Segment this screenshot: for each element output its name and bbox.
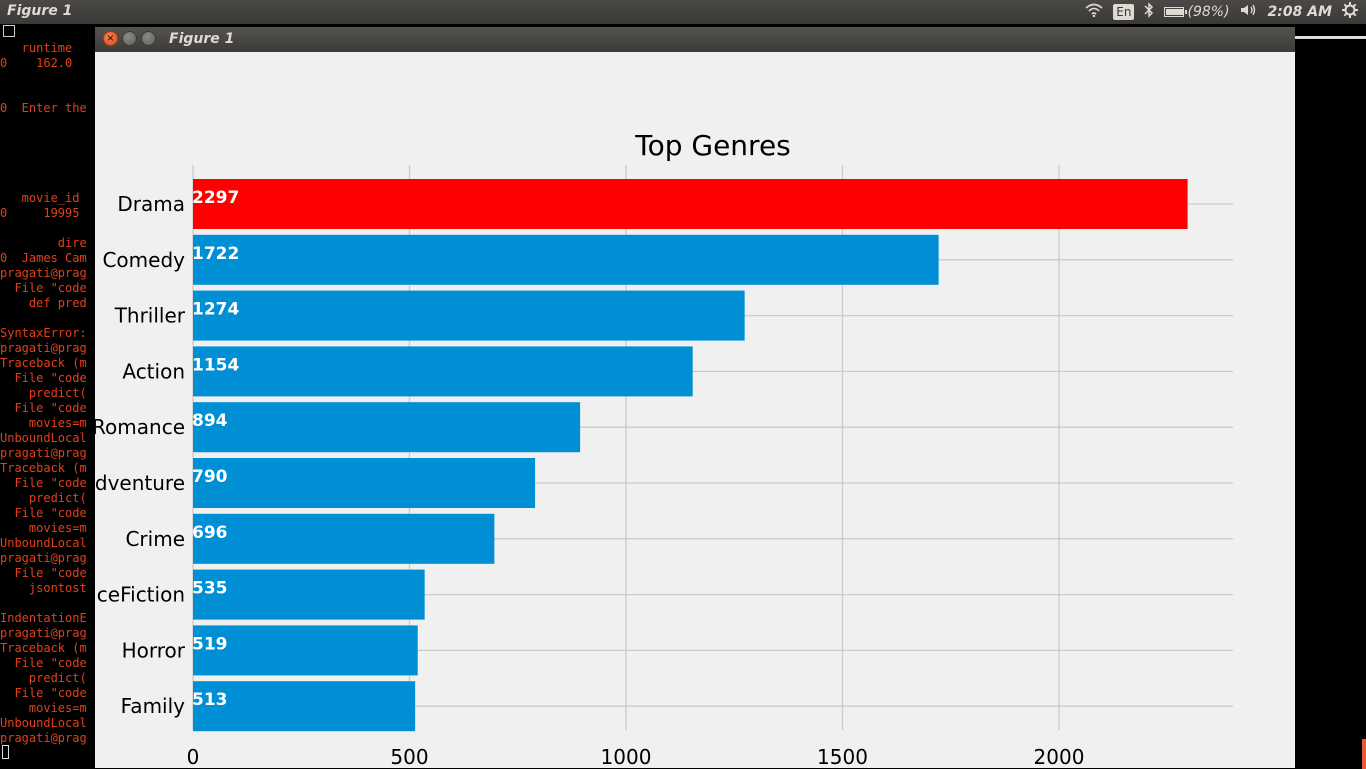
y-tick-label: ceFiction xyxy=(97,583,185,607)
terminal-line: File "code xyxy=(0,506,87,520)
terminal-line: predict( xyxy=(0,491,87,505)
bar-comedy xyxy=(193,234,939,285)
terminal-line: UnboundLocal xyxy=(0,431,87,445)
terminal-line: File "code xyxy=(0,656,87,670)
terminal-line: File "code xyxy=(0,476,87,490)
terminal-line: dire xyxy=(0,236,87,250)
terminal-line: File "code xyxy=(0,281,87,295)
terminal-line: movies=m xyxy=(0,701,87,715)
bar-family xyxy=(193,681,416,732)
keyboard-layout-indicator[interactable]: En xyxy=(1113,4,1135,20)
y-tick-label: Romance xyxy=(95,415,185,439)
figure-window[interactable]: × Figure 1 Top Genres 2297 1722 1274 1154 89… xyxy=(95,27,1295,768)
battery-icon xyxy=(1164,7,1188,17)
terminal-cursor xyxy=(2,745,9,759)
y-tick-label: Thriller xyxy=(114,304,186,328)
terminal-titlebar-strip xyxy=(1295,36,1366,39)
terminal-line: pragati@prag xyxy=(0,446,87,460)
x-tick-label: 1000 xyxy=(601,745,652,768)
terminal-line: movie_id xyxy=(0,191,80,205)
bluetooth-icon[interactable] xyxy=(1144,2,1154,22)
terminal-line: pragati@prag xyxy=(0,341,87,355)
bar-sciencefiction xyxy=(193,569,425,620)
maximize-button[interactable] xyxy=(141,31,156,46)
terminal-line: 0 19995 xyxy=(0,206,80,220)
bar-value-label: 696 xyxy=(192,523,228,543)
y-tick-label: Drama xyxy=(117,192,185,216)
terminal-line: jsontost xyxy=(0,581,87,595)
terminal-edge xyxy=(1362,739,1366,769)
close-button[interactable]: × xyxy=(103,31,118,46)
window-title: Figure 1 xyxy=(169,31,235,47)
bar-crime xyxy=(193,513,495,564)
bar-adventure xyxy=(193,458,536,508)
terminal-line: File "code xyxy=(0,401,87,415)
terminal-line: pragati@prag xyxy=(0,626,87,640)
terminal-line: Traceback (m xyxy=(0,641,87,655)
bar-value-label: 513 xyxy=(192,690,228,710)
terminal-line: UnboundLocal xyxy=(0,536,87,550)
bar-value-label: 1274 xyxy=(192,300,239,320)
bar-action xyxy=(193,346,693,397)
terminal-menu-icon[interactable] xyxy=(3,25,15,37)
bar-value-label: 535 xyxy=(192,579,228,599)
minimize-button[interactable] xyxy=(122,31,137,46)
bar-chart: Top Genres 2297 1722 1274 1154 894 790 696 535 5… xyxy=(95,129,1233,768)
y-tick-label: Action xyxy=(122,359,185,383)
terminal-line: 0 Enter the xyxy=(0,101,87,115)
y-tick-label: Comedy xyxy=(102,248,185,272)
x-tick-label: 1500 xyxy=(817,745,868,768)
system-tray: En (98%) 2:08 AM xyxy=(1085,0,1358,24)
terminal-line: UnboundLocal xyxy=(0,716,87,730)
bar-romance xyxy=(193,402,581,453)
bar-drama xyxy=(193,179,1188,229)
volume-icon[interactable] xyxy=(1240,3,1258,21)
terminal-line: predict( xyxy=(0,386,87,400)
terminal-line: IndentationE xyxy=(0,611,87,625)
terminal-line: File "code xyxy=(0,566,87,580)
y-tick-label: Horror xyxy=(122,638,186,662)
system-top-bar: Figure 1 En (98%) 2:08 AM xyxy=(0,0,1366,24)
battery-percentage: (98%) xyxy=(1187,4,1230,20)
terminal-line: movies=m xyxy=(0,416,87,430)
terminal-line: 0 162.0 xyxy=(0,56,73,70)
terminal-line: File "code xyxy=(0,686,87,700)
y-tick-label: Crime xyxy=(125,527,185,551)
bar-horror xyxy=(193,625,418,676)
terminal-line: predict( xyxy=(0,671,87,685)
terminal-line: pragati@prag xyxy=(0,266,87,280)
terminal-line: 0 James Cam xyxy=(0,251,87,265)
y-tick-label: Family xyxy=(121,694,186,718)
y-tick-label: dventure xyxy=(95,471,185,495)
x-tick-label: 500 xyxy=(390,745,428,768)
chart-title: Top Genres xyxy=(634,129,791,162)
terminal-line: File "code xyxy=(0,371,87,385)
battery-indicator[interactable]: (98%) xyxy=(1164,4,1230,20)
terminal-line: pragati@prag xyxy=(0,731,87,745)
terminal-line: pragati@prag xyxy=(0,551,87,565)
bar-value-label: 894 xyxy=(192,411,228,431)
bar-value-label: 1722 xyxy=(192,244,239,264)
terminal-line: Traceback (m xyxy=(0,356,87,370)
gear-icon[interactable] xyxy=(1342,2,1358,22)
active-app-title: Figure 1 xyxy=(7,3,73,19)
x-tick-label: 2000 xyxy=(1034,745,1085,768)
terminal-line: runtime xyxy=(0,41,73,55)
x-tick-label: 0 xyxy=(187,745,200,768)
clock[interactable]: 2:08 AM xyxy=(1267,4,1332,20)
bar-value-label: 1154 xyxy=(192,355,239,375)
terminal-line: SyntaxError: xyxy=(0,326,87,340)
wifi-icon[interactable] xyxy=(1085,3,1103,21)
bar-value-label: 519 xyxy=(192,634,228,654)
terminal-line: def pred xyxy=(0,296,87,310)
bar-thriller xyxy=(193,290,745,341)
terminal-line: movies=m xyxy=(0,521,87,535)
bar-value-label: 790 xyxy=(192,467,228,487)
window-titlebar[interactable]: × Figure 1 xyxy=(95,27,1295,52)
bar-value-label: 2297 xyxy=(192,188,239,208)
terminal-line: Traceback (m xyxy=(0,461,87,475)
